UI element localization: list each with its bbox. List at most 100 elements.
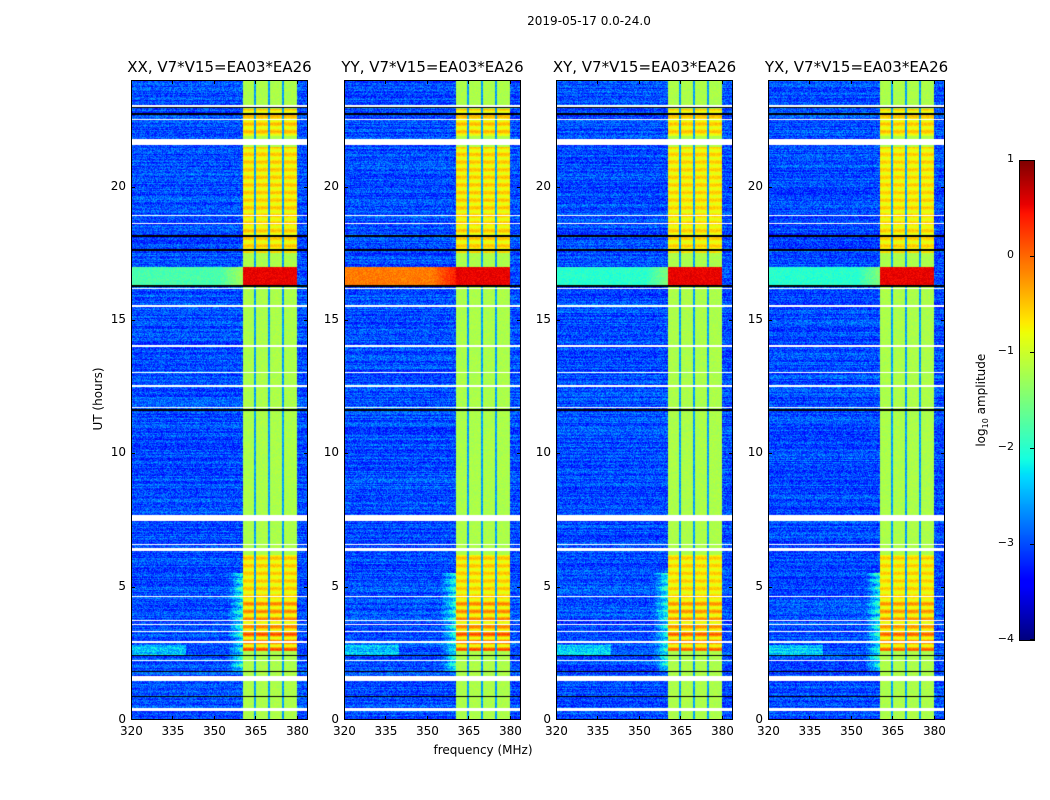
x-tick-mark [509, 716, 511, 720]
y-tick-label: 0 [331, 712, 339, 726]
x-tick-mark [680, 716, 682, 720]
x-tick-label: 320 [120, 724, 143, 738]
x-tick-mark [296, 80, 298, 84]
y-tick-label: 0 [543, 712, 551, 726]
x-tick-mark [768, 80, 769, 84]
x-tick-label: 320 [757, 724, 780, 738]
x-tick-mark [638, 716, 640, 720]
x-tick-label: 365 [457, 724, 481, 738]
y-tick-mark [517, 719, 521, 720]
y-tick-mark [517, 186, 521, 188]
colorbar-label-suffix: amplitude [973, 353, 988, 419]
x-tick-label: 380 [922, 724, 946, 738]
x-tick-label: 365 [669, 724, 693, 738]
x-tick-mark [131, 80, 132, 84]
y-tick-label: 0 [755, 712, 763, 726]
x-tick-mark [892, 716, 894, 720]
y-tick-label: 20 [747, 178, 763, 193]
y-tick-label: 10 [747, 445, 763, 460]
x-tick-mark [721, 80, 723, 84]
y-tick-mark [729, 719, 733, 720]
colorbar-tick-label: −4 [997, 632, 1014, 645]
x-tick-mark [172, 716, 174, 720]
x-tick-mark [344, 716, 345, 720]
x-tick-mark [468, 80, 470, 84]
x-tick-label: 335 [586, 724, 610, 738]
x-tick-mark [385, 716, 387, 720]
x-tick-mark [131, 716, 132, 720]
x-tick-label: 380 [710, 724, 734, 738]
x-tick-mark [638, 80, 640, 84]
y-tick-mark [517, 586, 521, 588]
x-tick-mark [255, 716, 257, 720]
y-tick-mark [729, 586, 733, 588]
x-tick-label: 380 [285, 724, 309, 738]
y-tick-mark [344, 586, 348, 588]
y-tick-mark [556, 320, 560, 321]
y-tick-label: 10 [535, 445, 551, 460]
x-tick-mark [426, 716, 428, 720]
x-tick-mark [850, 80, 852, 84]
x-tick-mark [933, 80, 935, 84]
colorbar-gradient [1019, 160, 1034, 640]
heatmap-xy [556, 80, 733, 720]
colorbar-tick-mark [1030, 544, 1034, 545]
x-tick-mark [468, 716, 470, 720]
x-tick-mark [556, 716, 557, 720]
y-tick-mark [304, 719, 308, 720]
y-tick-label: 20 [110, 178, 126, 193]
y-tick-label: 20 [535, 178, 551, 193]
y-tick-mark [941, 586, 945, 588]
colorbar-tick-label: −1 [997, 344, 1014, 357]
y-tick-mark [304, 186, 308, 188]
y-tick-mark [941, 320, 945, 321]
x-tick-mark [933, 716, 935, 720]
y-tick-mark [344, 320, 348, 321]
x-tick-mark [426, 80, 428, 84]
y-tick-mark [768, 453, 772, 455]
panel-xx: XX, V7*V15=EA03*EA26 320 335 350 365 380 0 5 10… [111, 58, 312, 738]
y-tick-mark [344, 719, 348, 720]
y-tick-mark [344, 453, 348, 455]
y-tick-mark [941, 719, 945, 720]
panel-title: XY, V7*V15=EA03*EA26 [552, 58, 737, 76]
x-tick-label: 350 [415, 724, 439, 738]
y-tick-label: 20 [323, 178, 339, 193]
x-tick-mark [556, 80, 557, 84]
heatmap-yy [344, 80, 521, 720]
x-tick-mark [172, 80, 174, 84]
y-axis-label: UT (hours) [91, 367, 105, 431]
y-tick-mark [131, 320, 135, 321]
y-tick-mark [131, 453, 135, 455]
y-tick-label: 5 [543, 578, 551, 593]
y-tick-mark [941, 186, 945, 188]
heatmap-yx [768, 80, 945, 720]
x-tick-mark [597, 80, 599, 84]
x-tick-label: 320 [545, 724, 568, 738]
y-tick-mark [556, 719, 560, 720]
heatmap-xx [131, 80, 308, 720]
y-tick-mark [556, 186, 560, 188]
colorbar-label-prefix: log [973, 428, 988, 447]
x-tick-label: 380 [498, 724, 522, 738]
y-tick-mark [517, 320, 521, 321]
y-tick-label: 15 [747, 312, 763, 326]
y-tick-mark [768, 186, 772, 188]
y-tick-mark [131, 719, 135, 720]
y-tick-label: 15 [110, 312, 126, 326]
panel-title: XX, V7*V15=EA03*EA26 [127, 58, 312, 76]
colorbar-tick-mark [1030, 639, 1034, 640]
panel-title: YY, V7*V15=EA03*EA26 [341, 58, 524, 76]
y-tick-label: 5 [755, 578, 763, 593]
x-tick-mark [850, 716, 852, 720]
y-tick-label: 10 [323, 445, 339, 460]
figure-title: 2019-05-17 0.0-24.0 [527, 14, 651, 28]
x-tick-mark [892, 80, 894, 84]
x-axis-label: frequency (MHz) [433, 743, 533, 757]
x-tick-mark [296, 716, 298, 720]
colorbar-tick-label: 1 [1007, 152, 1014, 165]
colorbar-label-sub: 10 [981, 418, 991, 429]
x-tick-label: 365 [881, 724, 905, 738]
y-tick-mark [729, 186, 733, 188]
y-tick-mark [304, 453, 308, 455]
